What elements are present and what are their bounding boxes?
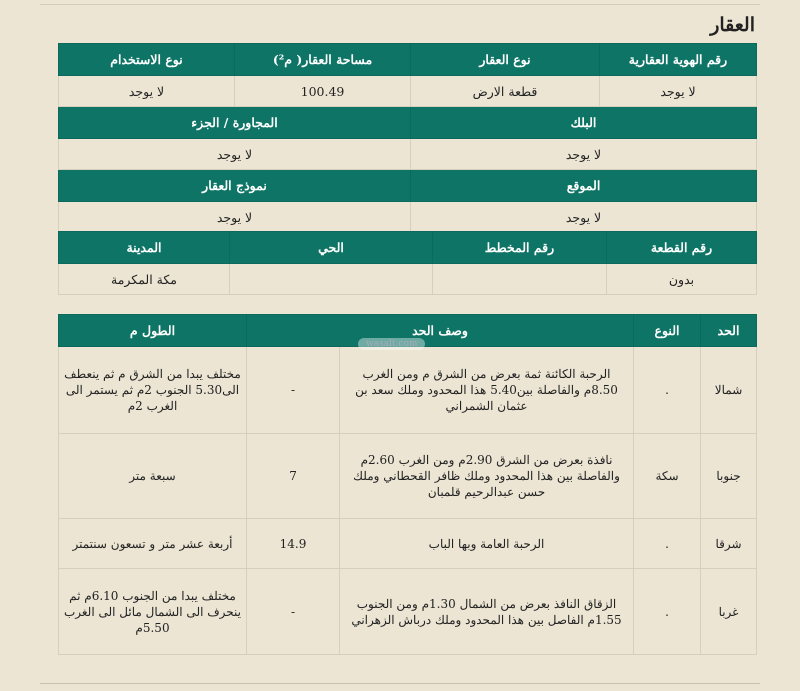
boundary-length-number: 14.9 [245,518,341,569]
header-property-id: رقم الهوية العقارية [599,43,757,76]
boundary-length-text: مختلف يبدا من الجنوب 6.10م ثم ينحرف الى … [58,568,247,655]
boundary-name: جنوبا [700,433,758,519]
boundary-description: الرحبة العامة وبها الباب [339,518,635,569]
value-scheme-number [432,263,607,295]
boundary-name: شرقا [700,518,758,569]
header-usage-type: نوع الاستخدام [58,43,235,76]
boundary-length-number: - [245,568,341,655]
boundary-type: . [633,568,702,655]
value-city: مكة المكرمة [58,263,230,295]
header-description: وصف الحد [245,314,635,347]
boundary-length-number: - [245,346,341,434]
boundary-type: . [633,518,702,569]
value-plot-number: بدون [606,263,757,295]
boundary-length-text: سبعة متر [58,433,247,519]
boundaries-table: الحد النوع وصف الحد الطول م شمالا . الرح… [58,314,758,655]
value-property-id: لا يوجد [599,75,757,107]
boundary-name: غربا [700,568,758,655]
value-district [229,263,433,295]
boundary-name: شمالا [700,346,758,434]
boundary-length-text: أربعة عشر متر و تسعون سنتمتر [58,518,247,569]
header-scheme-number: رقم المخطط [432,231,607,264]
header-city: المدينة [58,231,230,264]
header-district: الحي [229,231,433,264]
header-area: مساحة العقار( م²) [234,43,411,76]
bottom-divider [40,683,760,684]
header-location: الموقع [410,169,757,202]
value-neighborhood-part: لا يوجد [58,138,411,170]
boundary-length-text: مختلف يبدا من الشرق م ثم ينعطف الى5.30 ا… [58,346,247,434]
value-usage-type: لا يوجد [58,75,235,107]
header-block: البلك [410,106,757,139]
boundary-description: الزقاق النافذ بعرض من الشمال 1.30م ومن ا… [339,568,635,655]
section-title: العقار [710,14,755,36]
top-divider [40,4,760,5]
value-area: 100.49 [234,75,411,107]
value-property-type: قطعة الارض [410,75,600,107]
value-property-model: لا يوجد [58,201,411,233]
boundary-length-number: 7 [245,433,341,519]
boundary-description: نافذة بعرض من الشرق 2.90م ومن الغرب 2.60… [339,433,635,519]
header-length: الطول م [58,314,247,347]
header-property-type: نوع العقار [410,43,600,76]
value-block: لا يوجد [410,138,757,170]
plot-table: رقم القطعة رقم المخطط الحي المدينة بدون … [58,231,757,295]
header-neighborhood-part: المجاورة / الجزء [58,106,411,139]
header-plot-number: رقم القطعة [606,231,757,264]
watermark: wasalt.com [358,338,426,350]
property-table: رقم الهوية العقارية نوع العقار مساحة الع… [58,43,757,233]
value-location: لا يوجد [410,201,757,233]
header-boundary: الحد [700,314,758,347]
boundary-type: سكة [633,433,702,519]
header-property-model: نموذج العقار [58,169,411,202]
header-type: النوع [633,314,702,347]
boundary-description: الرحبة الكائنة ثمة بعرض من الشرق م ومن ا… [339,346,635,434]
boundary-type: . [633,346,702,434]
